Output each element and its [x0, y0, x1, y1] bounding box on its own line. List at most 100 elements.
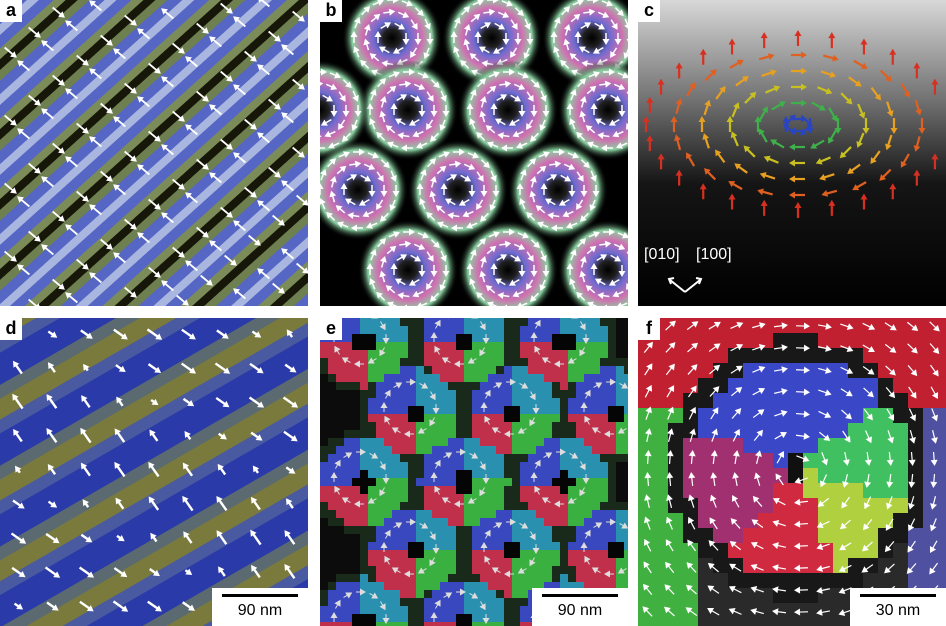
skyrmion: [508, 140, 608, 240]
spin-arrow: [821, 189, 838, 197]
spin-arrow: [686, 82, 696, 97]
spin-arrow: [514, 7, 524, 17]
spin-arrow: [386, 141, 399, 148]
spin-arrow: [884, 343, 897, 353]
spin-arrow: [268, 98, 281, 110]
spin-arrow: [89, 0, 102, 12]
spin-arrow: [715, 85, 726, 100]
spin-arrow: [65, 224, 78, 236]
spin-arrow: [642, 606, 653, 617]
spin-arrow: [586, 245, 597, 255]
spin-arrow: [530, 332, 538, 342]
spin-arrow: [644, 472, 652, 487]
spin-arrow: [469, 452, 479, 459]
spin-arrow: [383, 8, 396, 16]
spin-arrow: [367, 497, 377, 504]
spin-arrow: [520, 168, 527, 181]
spin-arrow: [594, 22, 606, 30]
spin-arrow: [379, 110, 387, 123]
spin-arrow: [885, 134, 893, 151]
spin-arrow: [772, 520, 786, 527]
spin-arrow: [828, 199, 836, 216]
spin-arrow: [292, 146, 305, 158]
spin-arrow: [114, 461, 126, 478]
spin-arrow: [703, 168, 717, 181]
panel-a-image: [0, 0, 308, 306]
spin-arrow: [65, 292, 78, 304]
spin-arrow: [430, 239, 440, 249]
spin-arrow: [351, 224, 363, 232]
spin-arrow: [687, 539, 697, 552]
spin-arrow: [579, 95, 587, 108]
spin-arrow: [728, 181, 743, 191]
spin-arrow: [172, 246, 185, 258]
spin-arrow: [13, 602, 24, 610]
spin-arrow: [434, 485, 441, 495]
spin-arrow: [233, 220, 246, 232]
skyrmion: [320, 60, 370, 160]
panel-b-label: b: [320, 0, 342, 22]
spin-arrow: [389, 199, 396, 212]
spin-arrow: [889, 183, 897, 200]
spin-arrow: [416, 142, 428, 149]
spin-arrow: [286, 329, 294, 338]
spin-arrow: [839, 542, 852, 551]
spin-arrow: [363, 163, 376, 170]
spin-arrow: [517, 567, 527, 574]
spin-arrow: [704, 69, 717, 82]
spin-arrow: [320, 68, 327, 76]
panel-f-pixels: [638, 318, 946, 626]
spin-arrow: [387, 0, 399, 4]
spin-arrow: [708, 343, 721, 352]
spin-arrow: [816, 608, 831, 616]
spin-arrow: [774, 431, 787, 440]
spin-arrow: [580, 22, 592, 30]
spin-arrow: [115, 497, 125, 510]
spin-arrow: [791, 83, 807, 91]
spin-arrow: [579, 212, 589, 222]
spin-arrow: [380, 542, 388, 552]
spin-arrow: [83, 363, 90, 372]
spin-arrow: [380, 159, 390, 169]
spin-arrow: [751, 519, 764, 528]
spin-arrow: [547, 212, 560, 220]
spin-arrow: [89, 272, 102, 284]
spin-arrow: [610, 94, 622, 102]
spin-arrow: [906, 563, 917, 575]
spin-arrow: [148, 62, 161, 74]
spin-arrow: [401, 144, 413, 152]
spin-arrow: [730, 365, 743, 374]
spin-arrow: [486, 85, 497, 95]
spin-arrow: [161, 212, 174, 224]
spin-arrow: [546, 174, 558, 182]
spin-arrow: [828, 32, 836, 49]
spin-arrow: [380, 185, 388, 197]
spin-arrow: [666, 494, 673, 508]
spin-arrow: [492, 46, 504, 54]
spin-arrow: [519, 198, 526, 210]
spin-arrow: [688, 406, 697, 420]
panel-f-label: f: [638, 318, 660, 340]
spin-arrow: [513, 243, 526, 250]
spin-arrow: [447, 212, 460, 220]
spin-arrow: [426, 211, 436, 221]
spin-arrow: [100, 238, 113, 250]
spin-arrow: [707, 585, 720, 594]
spin-arrow: [468, 185, 476, 197]
panel-c-image: [638, 0, 946, 306]
spin-arrow: [250, 431, 263, 441]
spin-arrow: [487, 0, 499, 4]
spin-arrow: [791, 99, 807, 107]
spin-arrow: [643, 538, 652, 552]
spin-arrow: [728, 38, 736, 55]
spin-arrow: [148, 198, 161, 210]
spin-arrow: [360, 59, 370, 69]
spin-arrow: [504, 570, 514, 578]
spin-arrow: [349, 160, 362, 168]
spin-arrow: [568, 185, 576, 197]
spin-arrow: [369, 53, 380, 62]
spin-arrow: [530, 472, 538, 482]
spin-arrow: [758, 106, 768, 121]
spin-arrow: [909, 430, 916, 444]
spin-arrow: [45, 532, 60, 544]
